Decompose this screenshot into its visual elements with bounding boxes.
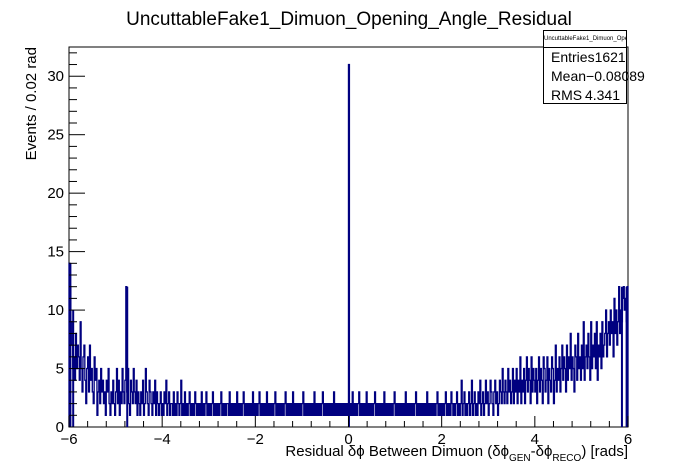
y-tick-label: 30 [47, 68, 64, 85]
x-tick-label: 0 [344, 431, 352, 448]
x-tick-label: −2 [247, 431, 264, 448]
y-tick-label: 20 [47, 185, 64, 202]
stats-row-entries: Entries 1621 [544, 48, 626, 67]
stats-mean-label: Mean [551, 68, 587, 84]
stats-box: UncuttableFake1_Dimuon_Opening_Angle_Res… [543, 30, 645, 105]
x-axis-label-sub-gen: GEN [509, 453, 531, 464]
stats-entries-value: 1621 [594, 49, 626, 65]
y-tick-label: 5 [56, 361, 64, 378]
x-axis-label: Residual δϕ Between Dimuon (δϕGEN-δϕRECO… [285, 443, 628, 464]
y-tick-label: 15 [47, 244, 64, 261]
histogram-bars [68, 63, 629, 427]
x-axis-label-suffix: ) [rads] [581, 443, 628, 460]
x-axis-label-sub-reco: RECO [552, 453, 581, 464]
stats-rms-label: RMS [551, 87, 583, 103]
stats-entries-label: Entries [551, 49, 595, 65]
stats-rms-value: 4.341 [584, 87, 620, 103]
stats-row-mean: Mean −0.08089 [544, 67, 645, 86]
x-axis-label-mid: -δϕ [531, 443, 553, 460]
y-tick-label: 0 [56, 419, 64, 436]
y-tick-label: 10 [47, 302, 64, 319]
x-tick-label: 6 [624, 431, 632, 448]
y-tick-label: 25 [47, 127, 64, 144]
y-axis-label: Events / 0.02 rad [23, 47, 40, 160]
stats-row-rms: RMS 4.341 [544, 86, 626, 105]
x-tick-label: 2 [437, 431, 445, 448]
stats-box-title: UncuttableFake1_Dimuon_Opening_Angle_Res… [544, 31, 626, 48]
chart-title: UncuttableFake1_Dimuon_Opening_Angle_Res… [126, 9, 572, 30]
x-tick-label: −4 [154, 431, 171, 448]
x-tick-label: −6 [60, 431, 77, 448]
stats-mean-value: −0.08089 [586, 68, 645, 84]
y-axis: 0 5 10 15 20 25 30 [47, 52, 85, 436]
x-axis: −6 −4 −2 0 2 4 6 [60, 416, 632, 448]
x-tick-label: 4 [531, 431, 539, 448]
x-axis-label-prefix: Residual δϕ Between Dimuon (δϕ [285, 443, 509, 460]
